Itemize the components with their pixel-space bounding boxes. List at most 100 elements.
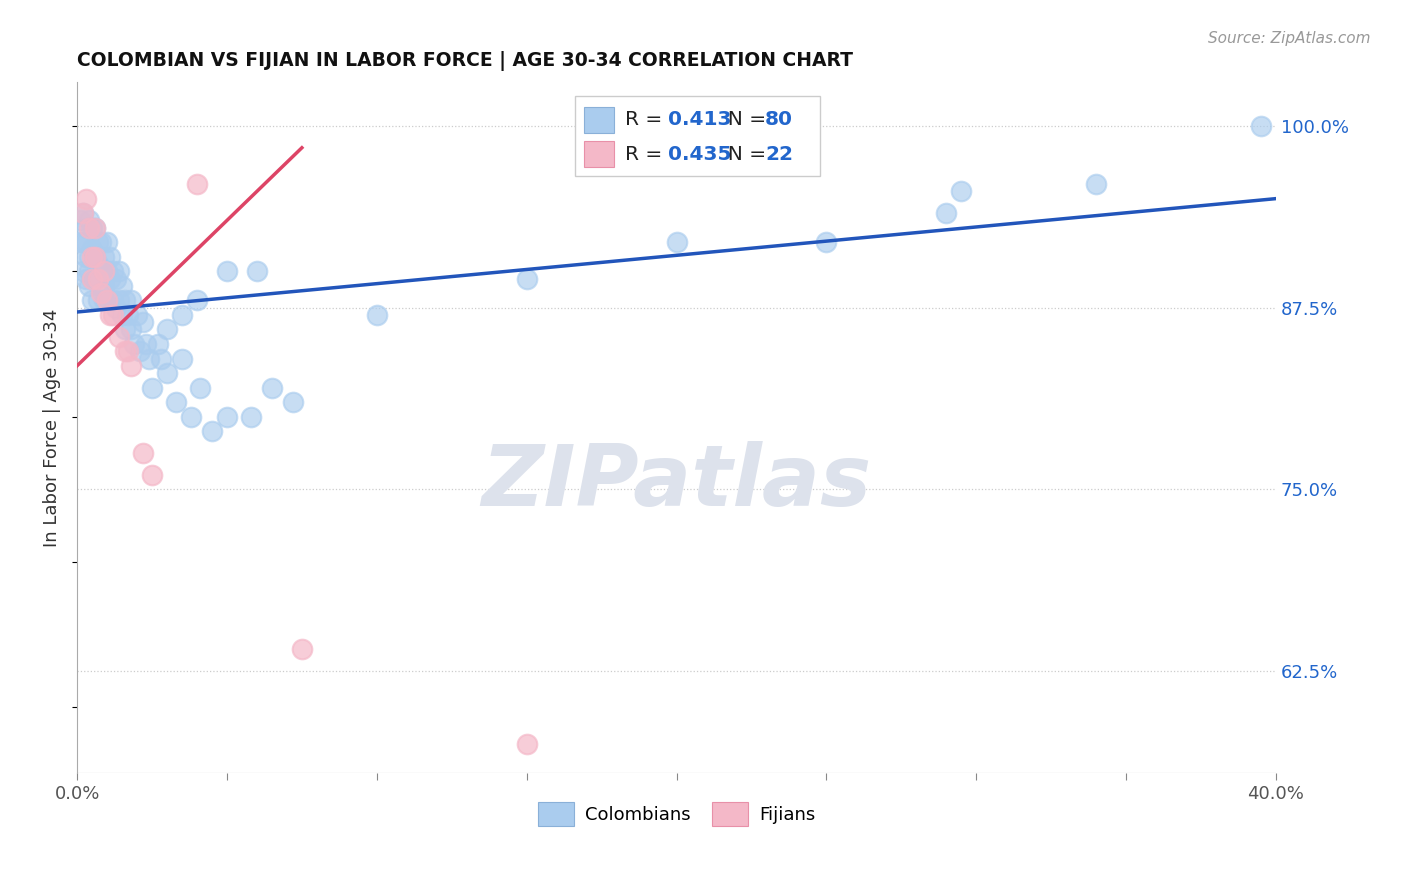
Point (80, 250, 103, 264)
Point (75, 250, 97, 264)
Point (93, 293, 115, 308)
Point (77, 250, 100, 264)
Point (132, 315, 155, 329)
Point (117, 308, 139, 322)
Point (108, 293, 131, 308)
Point (87, 271, 110, 285)
Point (1250, 119, 1272, 133)
Point (120, 359, 142, 373)
Point (138, 351, 160, 366)
Point (75, 271, 97, 285)
Legend: Colombians, Fijians: Colombians, Fijians (530, 795, 823, 833)
Point (516, 737, 538, 751)
Point (114, 322, 136, 336)
Point (90, 235, 112, 250)
Point (281, 395, 304, 409)
Point (156, 366, 179, 380)
Point (201, 424, 224, 438)
Point (146, 337, 169, 351)
Point (125, 308, 148, 322)
Text: COLOMBIAN VS FIJIAN IN LABOR FORCE | AGE 30-34 CORRELATION CHART: COLOMBIAN VS FIJIAN IN LABOR FORCE | AGE… (77, 51, 853, 70)
Point (93, 278, 115, 293)
Point (90, 286, 112, 301)
Point (96, 235, 118, 250)
Point (77, 264, 100, 278)
Point (215, 409, 238, 424)
Text: 0.413: 0.413 (668, 110, 731, 129)
Text: 0.435: 0.435 (668, 145, 731, 163)
Point (69, 213, 91, 227)
Point (84, 271, 107, 285)
Point (170, 308, 193, 322)
Point (98, 271, 121, 285)
Point (101, 308, 124, 322)
Point (291, 642, 314, 657)
Point (75, 220, 97, 235)
Text: 80: 80 (765, 110, 793, 129)
Point (132, 446, 155, 460)
Point (84, 250, 107, 264)
Point (239, 409, 262, 424)
Point (75, 235, 97, 250)
Point (75, 192, 97, 206)
Text: Source: ZipAtlas.com: Source: ZipAtlas.com (1208, 31, 1371, 46)
Point (108, 329, 131, 343)
Point (84, 220, 107, 235)
Point (135, 337, 157, 351)
Point (180, 409, 202, 424)
FancyBboxPatch shape (575, 96, 820, 176)
Point (87, 257, 110, 271)
Point (141, 381, 163, 395)
Point (72, 206, 94, 220)
Point (120, 322, 142, 336)
Text: R =: R = (626, 145, 669, 163)
Point (170, 351, 193, 366)
Point (96, 293, 118, 308)
Point (260, 381, 283, 395)
Point (77, 278, 100, 293)
Point (150, 351, 173, 366)
Point (665, 235, 688, 250)
Point (72, 235, 94, 250)
Point (80, 243, 103, 257)
Point (105, 271, 128, 285)
Point (98, 250, 121, 264)
Point (129, 344, 152, 359)
Point (935, 206, 957, 220)
Point (96, 264, 118, 278)
Text: R =: R = (626, 110, 669, 129)
Text: 22: 22 (765, 145, 793, 163)
Point (69, 235, 91, 250)
FancyBboxPatch shape (585, 106, 614, 133)
Y-axis label: In Labor Force | Age 30-34: In Labor Force | Age 30-34 (44, 309, 60, 547)
Point (93, 250, 115, 264)
Point (90, 278, 112, 293)
Point (72, 206, 94, 220)
Point (80, 220, 103, 235)
Point (72, 264, 94, 278)
Point (186, 293, 208, 308)
Point (141, 467, 163, 482)
Point (815, 235, 838, 250)
Point (117, 344, 139, 359)
Point (186, 177, 208, 191)
Point (111, 278, 134, 293)
Text: ZIPatlas: ZIPatlas (481, 442, 872, 524)
Point (215, 264, 238, 278)
Point (77, 213, 100, 227)
Point (950, 185, 973, 199)
Point (114, 344, 136, 359)
Point (87, 235, 110, 250)
Point (98, 308, 121, 322)
Point (366, 308, 388, 322)
Point (165, 395, 187, 409)
Point (101, 293, 124, 308)
Point (84, 250, 107, 264)
Point (87, 264, 110, 278)
Point (120, 293, 142, 308)
Point (87, 293, 110, 308)
Point (80, 271, 103, 285)
Point (77, 220, 100, 235)
Point (114, 293, 136, 308)
Point (122, 337, 145, 351)
